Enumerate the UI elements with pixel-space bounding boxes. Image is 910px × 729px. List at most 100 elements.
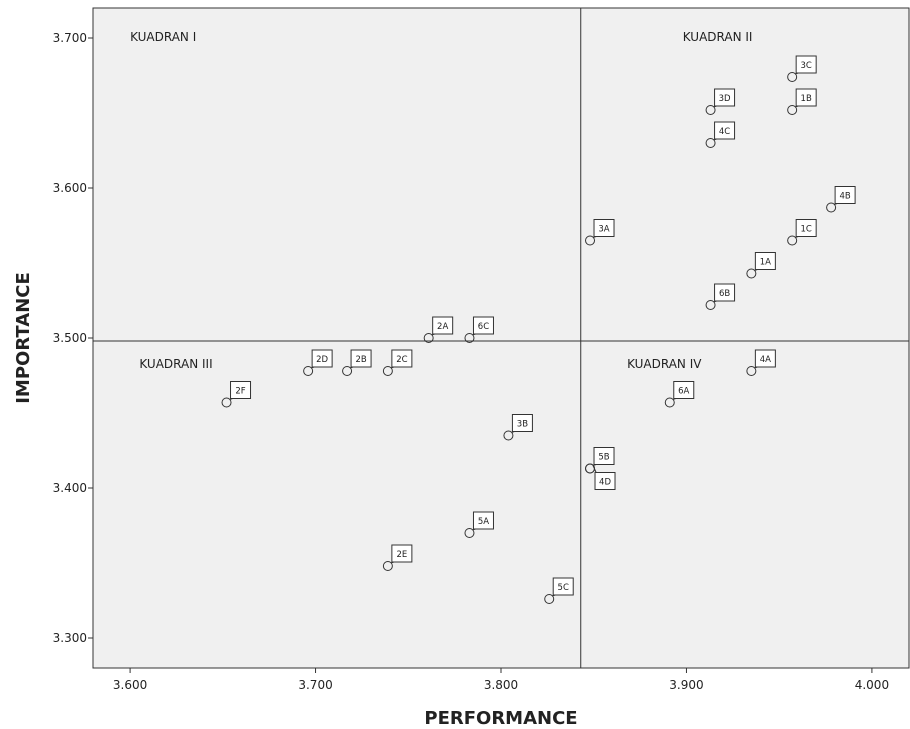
point-label: 4D	[599, 478, 611, 488]
point-label-box	[714, 121, 736, 140]
point-label-box	[311, 349, 333, 368]
point-marker	[787, 105, 798, 115]
data-point: 5A	[464, 511, 494, 538]
point-label: 2B	[355, 355, 366, 365]
point-label: 2A	[437, 322, 448, 332]
point-marker	[826, 202, 837, 213]
point-label: 3A	[598, 225, 609, 235]
quadrant-label: KUADRAN II	[683, 30, 753, 44]
data-points: 3C 1B 3D 4C 4B 1C 3A 1A 6B 2A 6C 2D 2B 2C 4A 2F 6A 3B 5B 4D…	[221, 55, 856, 604]
data-point: 3A	[585, 219, 615, 246]
point-label: 2E	[396, 550, 407, 560]
point-label-box	[391, 544, 413, 563]
point-marker	[423, 333, 434, 343]
x-tick-label: 3.700	[298, 678, 332, 692]
point-marker	[787, 72, 798, 82]
point-marker	[342, 366, 353, 376]
point-label-box	[472, 316, 494, 335]
point-label-box	[593, 447, 615, 465]
point-label: 2D	[316, 355, 328, 365]
point-label: 1A	[760, 258, 771, 268]
point-marker	[705, 300, 716, 310]
data-point: 1B	[787, 88, 817, 115]
data-point: 4D	[585, 463, 616, 490]
y-tick-label: 3.500	[53, 331, 87, 345]
point-label: 4C	[719, 127, 730, 137]
point-label-box	[673, 381, 695, 399]
data-point: 3D	[705, 88, 736, 115]
point-marker	[503, 430, 514, 441]
y-tick-label: 3.700	[53, 31, 87, 45]
data-point: 2B	[342, 349, 372, 376]
point-label: 1C	[800, 225, 811, 235]
x-tick-label: 3.600	[113, 678, 147, 692]
point-label: 4A	[760, 355, 771, 365]
point-marker	[464, 333, 475, 343]
point-marker	[746, 366, 757, 376]
point-label-box	[230, 381, 252, 399]
point-marker	[585, 235, 596, 246]
point-label: 5B	[598, 453, 609, 463]
point-label-box	[391, 349, 413, 368]
point-label: 2F	[235, 387, 245, 397]
point-label: 5A	[478, 517, 489, 527]
point-label-box	[795, 55, 817, 74]
point-marker	[705, 105, 716, 115]
point-label-box	[594, 472, 616, 490]
data-point: 6B	[705, 283, 736, 310]
point-label: 3D	[719, 94, 731, 104]
point-marker	[303, 366, 314, 376]
data-point: 3B	[503, 414, 533, 441]
y-tick-label: 3.600	[53, 181, 87, 195]
y-tick-label: 3.400	[53, 481, 87, 495]
plot-area	[92, 7, 910, 669]
data-point: 2D	[303, 349, 333, 376]
data-point: 2C	[382, 349, 413, 376]
data-point: 5C	[544, 577, 574, 604]
point-label-box	[350, 349, 372, 368]
point-marker	[787, 235, 798, 246]
point-marker	[544, 594, 555, 604]
point-label-box	[714, 88, 736, 107]
point-marker	[382, 366, 393, 376]
x-axis-title: PERFORMANCE	[424, 708, 577, 729]
data-point: 6A	[664, 381, 695, 408]
quadrant-labels: KUADRAN I KUADRAN II KUADRAN III KUADRAN IV	[130, 30, 752, 371]
point-marker	[705, 138, 716, 148]
quadrant-label: KUADRAN I	[130, 30, 196, 44]
point-label: 6A	[678, 387, 689, 397]
data-point: 6C	[464, 316, 494, 343]
point-label: 6B	[719, 289, 730, 299]
data-point: 2A	[423, 316, 454, 343]
point-label-box	[472, 511, 494, 530]
data-point: 1A	[746, 252, 776, 279]
point-label-box	[511, 414, 533, 432]
point-label: 6C	[478, 322, 489, 332]
y-axis: 3.300 3.400 3.500 3.600 3.700	[53, 31, 93, 645]
point-label-box	[795, 219, 817, 237]
quadrant-label: KUADRAN III	[139, 357, 212, 371]
point-label-box	[754, 252, 776, 270]
point-marker	[221, 397, 232, 408]
y-axis-title: IMPORTANCE	[13, 272, 34, 404]
point-marker	[382, 561, 393, 571]
point-marker	[464, 528, 475, 538]
data-point: 3C	[787, 55, 817, 82]
x-tick-label: 4.000	[855, 678, 889, 692]
point-label-box	[552, 577, 574, 596]
point-label-box	[795, 88, 817, 107]
x-axis: 3.600 3.700 3.800 3.900 4.000	[113, 668, 889, 692]
data-point: 4B	[826, 186, 856, 213]
data-point: 1C	[787, 219, 817, 246]
point-label-box	[714, 283, 736, 302]
point-label: 3B	[517, 420, 528, 430]
y-tick-label: 3.300	[53, 631, 87, 645]
point-label: 4B	[839, 192, 850, 202]
data-point: 2E	[382, 544, 413, 571]
reference-lines	[93, 8, 909, 668]
quadrant-label: KUADRAN IV	[627, 357, 702, 371]
point-label: 2C	[396, 355, 407, 365]
data-point: 4C	[705, 121, 736, 148]
x-tick-label: 3.800	[484, 678, 518, 692]
